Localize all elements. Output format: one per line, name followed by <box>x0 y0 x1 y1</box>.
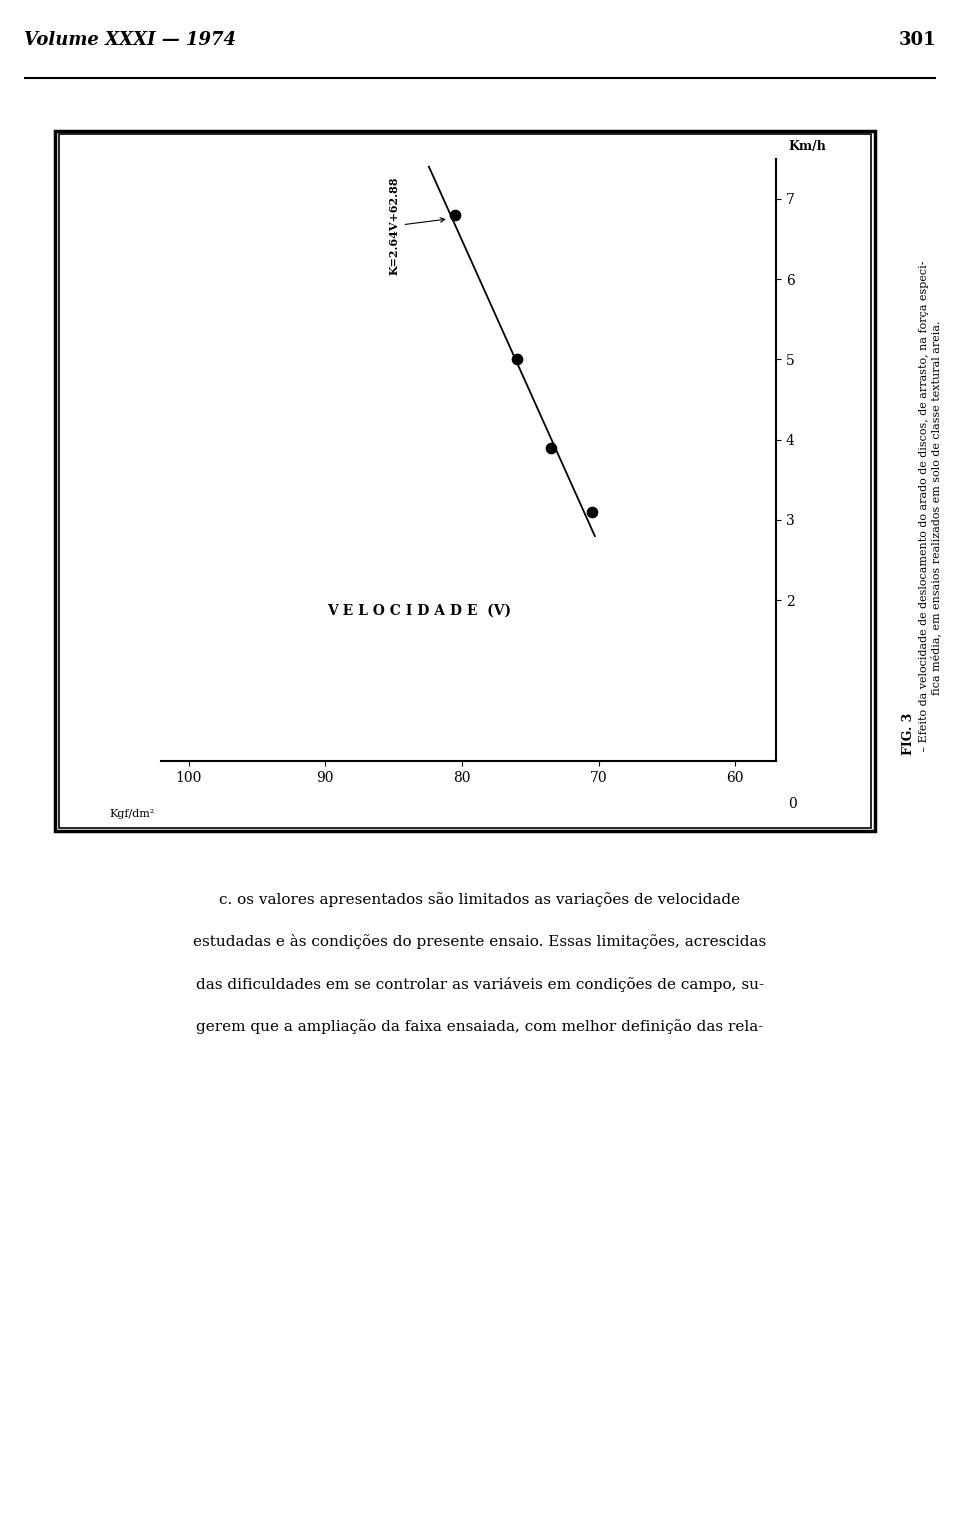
Text: 0: 0 <box>788 797 797 811</box>
Text: Kgf/dm²: Kgf/dm² <box>109 810 156 819</box>
Text: K=2.64V+62.88: K=2.64V+62.88 <box>389 176 444 275</box>
Text: estudadas e às condições do presente ensaio. Essas limitações, acrescidas: estudadas e às condições do presente ens… <box>193 934 767 949</box>
Text: V E L O C I D A D E  (V): V E L O C I D A D E (V) <box>327 603 512 617</box>
Text: – Efeito da velocidade de deslocamento do arado de discos, de arrasto, na força : – Efeito da velocidade de deslocamento d… <box>919 260 942 755</box>
Point <box>447 202 463 226</box>
Text: c. os valores apresentados são limitados as variações de velocidade: c. os valores apresentados são limitados… <box>220 892 740 907</box>
Text: 301: 301 <box>899 30 936 49</box>
Point <box>584 500 599 524</box>
Text: gerem que a ampliação da faixa ensaiada, com melhor definição das rela-: gerem que a ampliação da faixa ensaiada,… <box>196 1019 764 1034</box>
Text: FIG. 3: FIG. 3 <box>901 712 915 755</box>
Text: das dificuldades em se controlar as variáveis em condições de campo, su-: das dificuldades em se controlar as vari… <box>196 977 764 992</box>
Point <box>509 348 524 372</box>
Text: Km/h: Km/h <box>788 140 827 152</box>
Text: Volume XXXI — 1974: Volume XXXI — 1974 <box>24 30 236 49</box>
Point <box>543 436 559 460</box>
